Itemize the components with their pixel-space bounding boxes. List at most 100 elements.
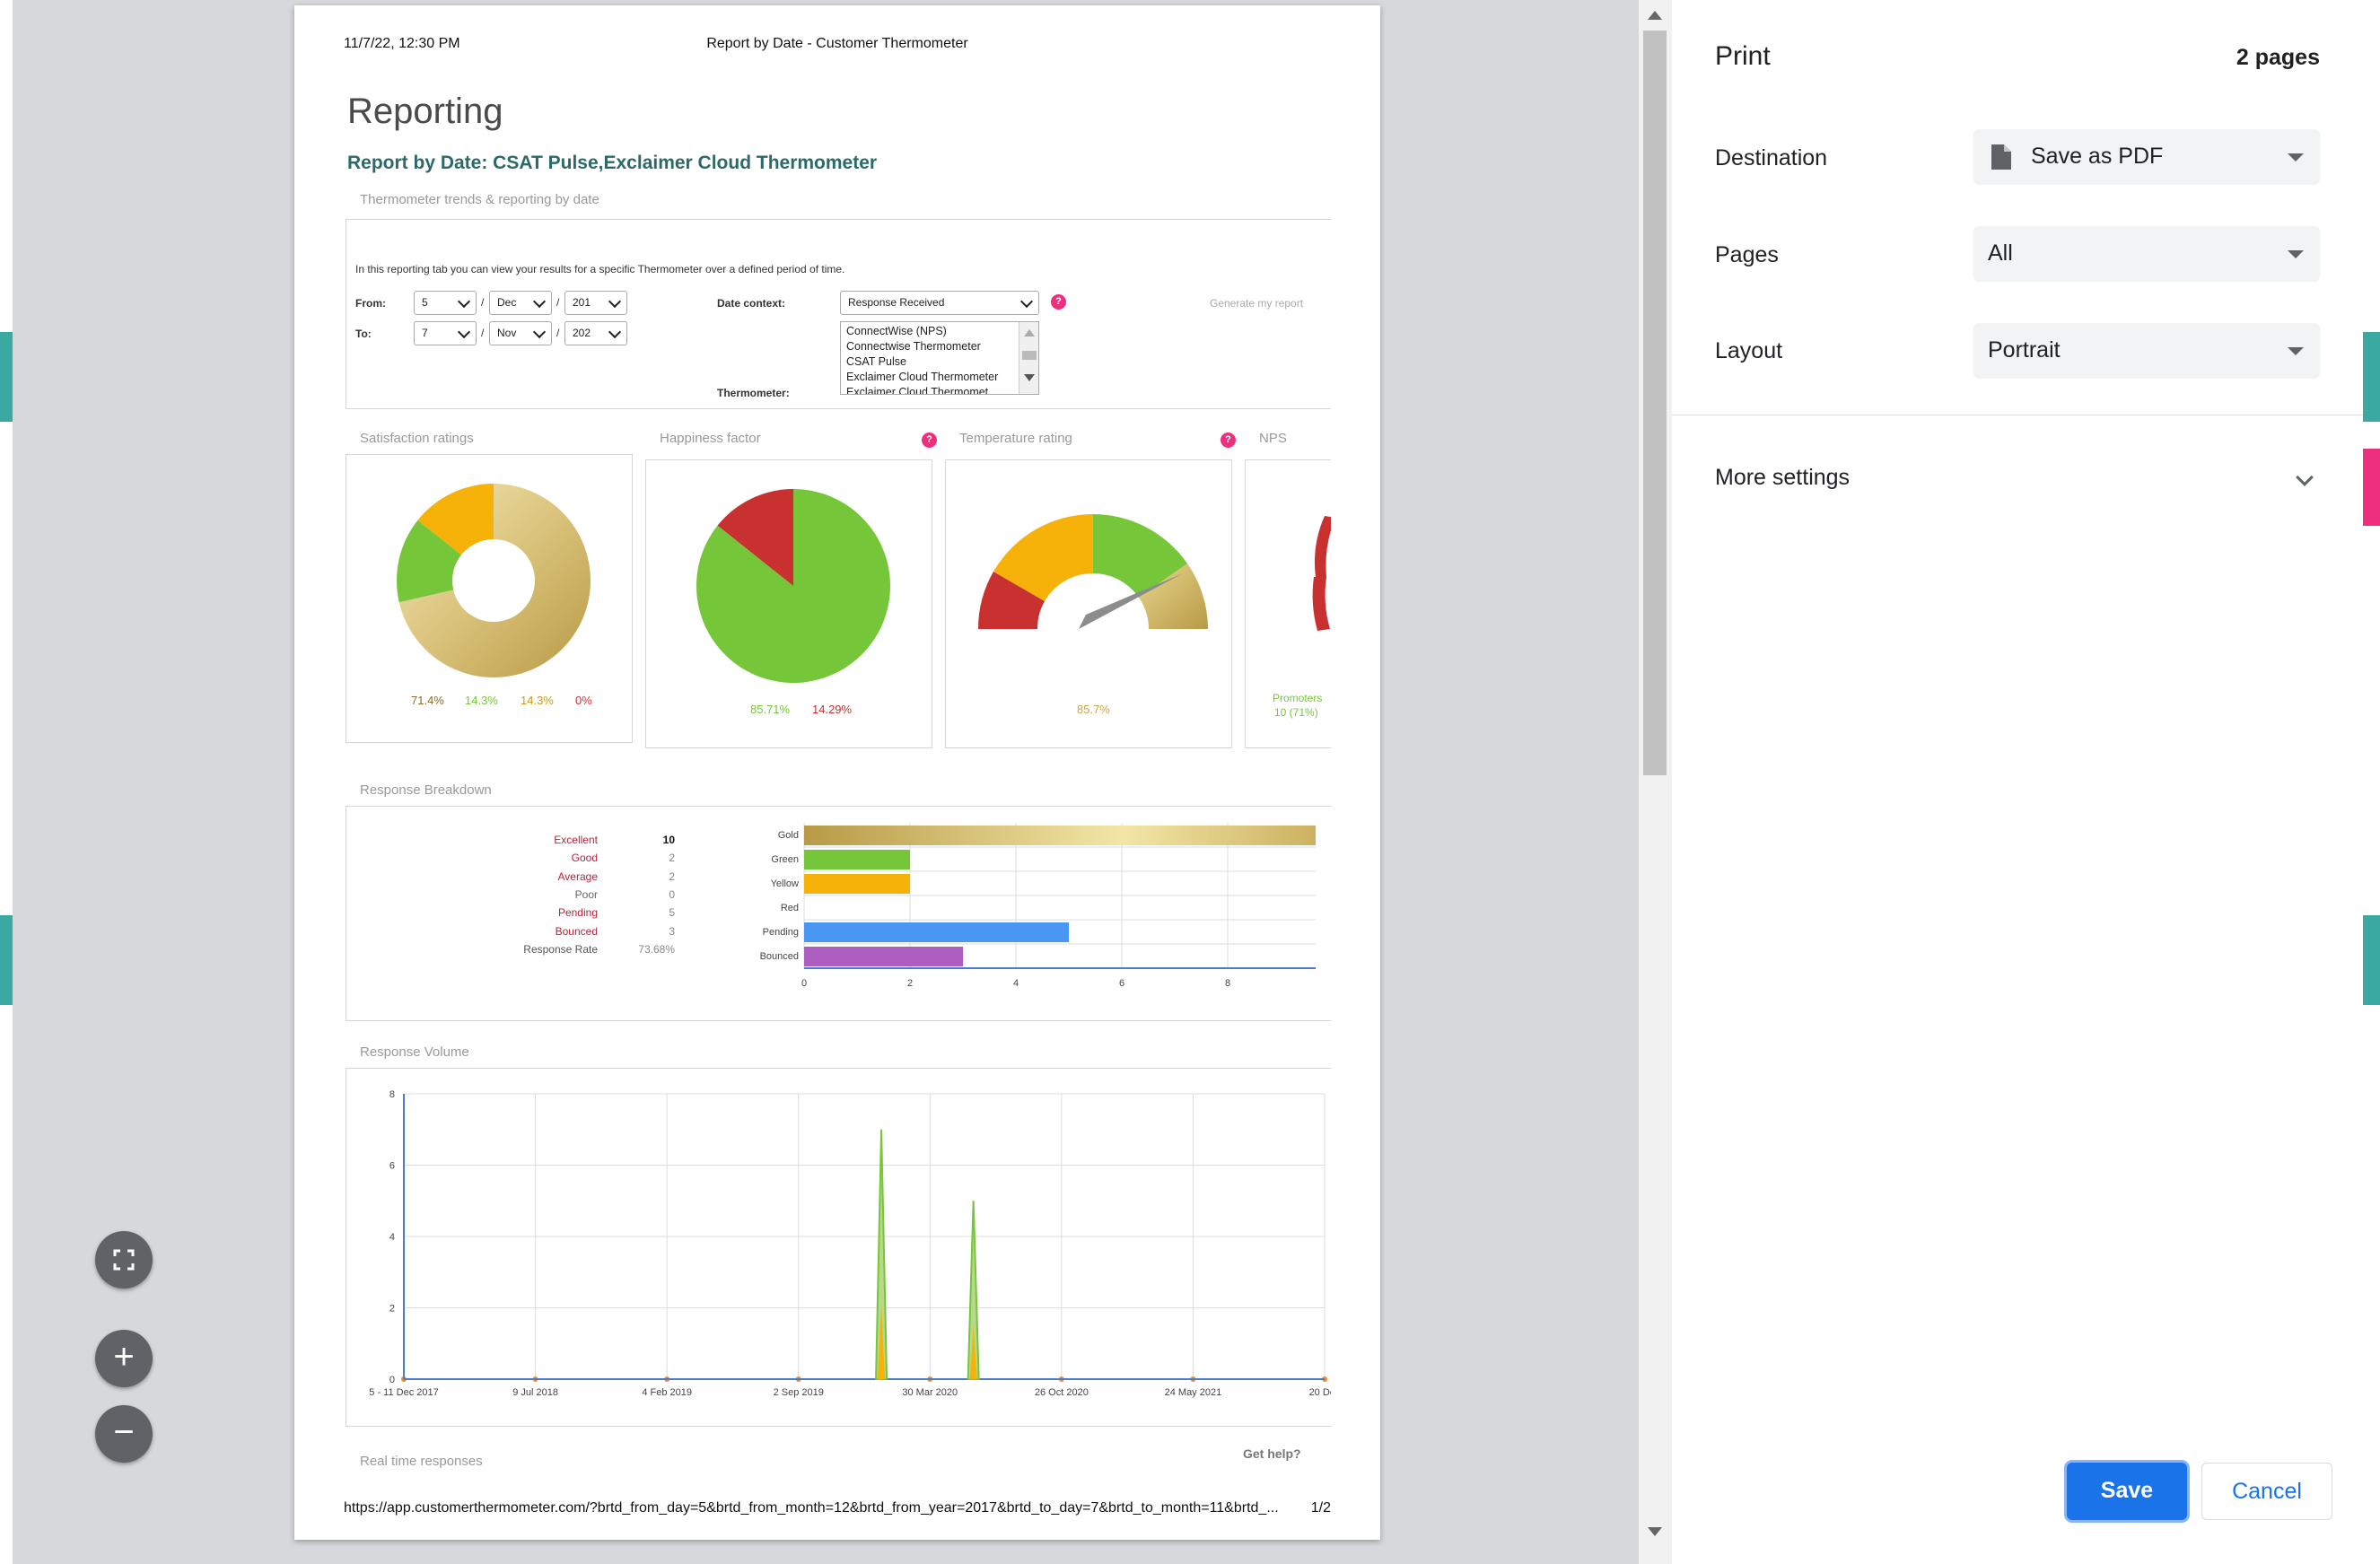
dropdown-arrow-icon [2288, 347, 2304, 355]
generate-report-link[interactable]: Generate my report [1210, 297, 1304, 310]
zoom-in-button[interactable]: + [95, 1330, 153, 1387]
thermometer-option[interactable]: CSAT Pulse [846, 355, 906, 368]
chevron-down-icon[interactable] [2296, 468, 2314, 486]
bg-pink-block [2363, 449, 2380, 526]
scroll-up-icon[interactable] [1024, 329, 1035, 336]
bg-teal-block [0, 915, 13, 1005]
more-settings-toggle[interactable]: More settings [1715, 465, 1851, 490]
x-tick-label: 5 - 11 Dec 2017 [369, 1387, 438, 1398]
section-nps-label: NPS [1259, 431, 1287, 446]
pages-select[interactable]: All [1973, 226, 2320, 282]
file-icon [1991, 144, 2011, 170]
breakdown-box: Excellent 10 Good 2 Average 2 Poor 0 Pending 5 Bou… [346, 806, 1331, 1021]
date-context-value: Response Received [848, 296, 945, 309]
x-tick-label: 0 [801, 978, 807, 989]
help-icon[interactable]: ? [1051, 294, 1066, 310]
happiness-card: 85.71% 14.29% [645, 459, 932, 748]
report-content: Reporting Report by Date: CSAT Pulse,Exc… [346, 83, 1331, 1482]
from-month-select[interactable]: Dec [489, 291, 552, 315]
x-tick-label: 8 [1225, 978, 1230, 989]
breakdown-bar-chart: Gold Green Yellow Red Pending Bounced 0 2 4 6 8 [760, 823, 1316, 989]
nps-red-arc [1312, 577, 1330, 631]
thermometer-listbox[interactable]: ConnectWise (NPS) Connectwise Thermomete… [840, 321, 1039, 395]
to-month-value: Nov [497, 327, 517, 339]
breakdown-label: Average [557, 869, 598, 883]
thermometer-option[interactable]: Connectwise Thermometer [846, 340, 981, 353]
satisfaction-pct-yellow: 14.3% [521, 694, 554, 707]
layout-select[interactable]: Portrait [1973, 323, 2320, 379]
satisfaction-pct-red: 0% [575, 694, 592, 707]
bar-category-label: Gold [778, 830, 799, 841]
sheet-datetime: 11/7/22, 12:30 PM [344, 36, 460, 51]
nps-card: Promoters 10 (71%) [1245, 459, 1331, 748]
bg-teal-block [0, 332, 13, 422]
layout-label: Layout [1715, 338, 1783, 363]
bg-teal-block [2363, 332, 2380, 422]
get-help-link[interactable]: Get help? [1243, 1446, 1301, 1461]
scroll-down-icon[interactable] [1024, 374, 1035, 381]
section-happiness-label: Happiness factor [660, 431, 761, 446]
listbox-scrollbar[interactable] [1019, 322, 1038, 394]
sheet-url: https://app.customerthermometer.com/?brt… [344, 1500, 1279, 1516]
chevron-down-icon [532, 325, 547, 339]
date-form-box: In this reporting tab you can view your … [346, 219, 1331, 409]
scroll-up-icon[interactable] [1648, 11, 1662, 20]
nps-promoters-label: Promoters [1273, 692, 1323, 704]
print-settings-panel: Print 2 pages Destination Save as PDF Pa… [1672, 0, 2363, 1564]
help-icon[interactable]: ? [1221, 433, 1236, 448]
breakdown-value: 5 [669, 906, 675, 920]
cancel-button[interactable]: Cancel [2201, 1463, 2332, 1520]
date-context-select[interactable]: Response Received [840, 291, 1039, 315]
bg-teal-block [2363, 915, 2380, 1005]
temperature-pct: 85.7% [1077, 703, 1110, 716]
x-tick-label: 2 [907, 978, 913, 989]
preview-scrollbar-thumb[interactable] [1643, 31, 1667, 775]
volume-line-chart: 0 2 4 6 8 5 - 11 Dec 2017 9 Jul 2018 4 Feb 2019… [369, 1089, 1331, 1398]
sheet-footer: https://app.customerthermometer.com/?brt… [344, 1500, 1331, 1516]
from-label: From: [355, 297, 386, 310]
section-breakdown-label: Response Breakdown [360, 782, 492, 798]
zoom-out-button[interactable]: − [95, 1405, 153, 1463]
donut-slice [417, 484, 494, 555]
breakdown-label: Excellent [554, 834, 598, 846]
breakdown-label: Good [571, 852, 598, 865]
volume-peak-yellow [969, 1325, 977, 1379]
volume-box: 0 2 4 6 8 5 - 11 Dec 2017 9 Jul 2018 4 Feb 2019… [346, 1068, 1331, 1427]
gauge-red-segment [977, 572, 1045, 629]
satisfaction-pct-green: 14.3% [465, 694, 498, 707]
page-count: 2 pages [2236, 45, 2320, 70]
thermometer-option[interactable]: Exclaimer Cloud Thermomet... [846, 386, 998, 395]
bar [804, 947, 963, 966]
gauge-gold-segment [1139, 564, 1208, 629]
gauge-green-segment [1093, 514, 1187, 598]
bar-category-label: Red [781, 903, 799, 913]
x-tick-label: 9 Jul 2018 [512, 1387, 558, 1398]
help-icon[interactable]: ? [922, 433, 937, 448]
from-day-select[interactable]: 5 [414, 291, 477, 315]
thermometer-label: Thermometer: [717, 387, 790, 399]
bar [804, 922, 1069, 942]
from-day-value: 5 [422, 296, 428, 309]
thermometer-option[interactable]: Exclaimer Cloud Thermometer [846, 371, 999, 383]
x-tick-label: 30 Mar 2020 [902, 1387, 958, 1398]
destination-select[interactable]: Save as PDF [1973, 129, 2320, 185]
date-slash: / [556, 327, 560, 339]
bar-category-label: Bounced [760, 951, 799, 962]
destination-value: Save as PDF [2031, 144, 2164, 169]
to-year-select[interactable]: 202 [564, 321, 627, 345]
to-day-select[interactable]: 7 [414, 321, 477, 345]
listbox-thumb[interactable] [1022, 351, 1037, 360]
date-slash: / [556, 296, 560, 309]
thermometer-option[interactable]: ConnectWise (NPS) [846, 325, 947, 337]
destination-label: Destination [1715, 145, 1828, 170]
x-tick-label: 4 [1013, 978, 1019, 989]
bar-category-label: Green [771, 854, 799, 865]
print-preview-area: 11/7/22, 12:30 PM Report by Date - Custo… [13, 0, 1651, 1564]
x-tick-label: 20 Dec [1309, 1387, 1331, 1398]
save-button[interactable]: Save [2067, 1463, 2187, 1520]
from-year-select[interactable]: 201 [564, 291, 627, 315]
scroll-down-icon[interactable] [1648, 1527, 1662, 1536]
to-month-select[interactable]: Nov [489, 321, 552, 345]
fit-to-page-button[interactable] [95, 1231, 153, 1289]
chevron-down-icon [457, 325, 471, 339]
